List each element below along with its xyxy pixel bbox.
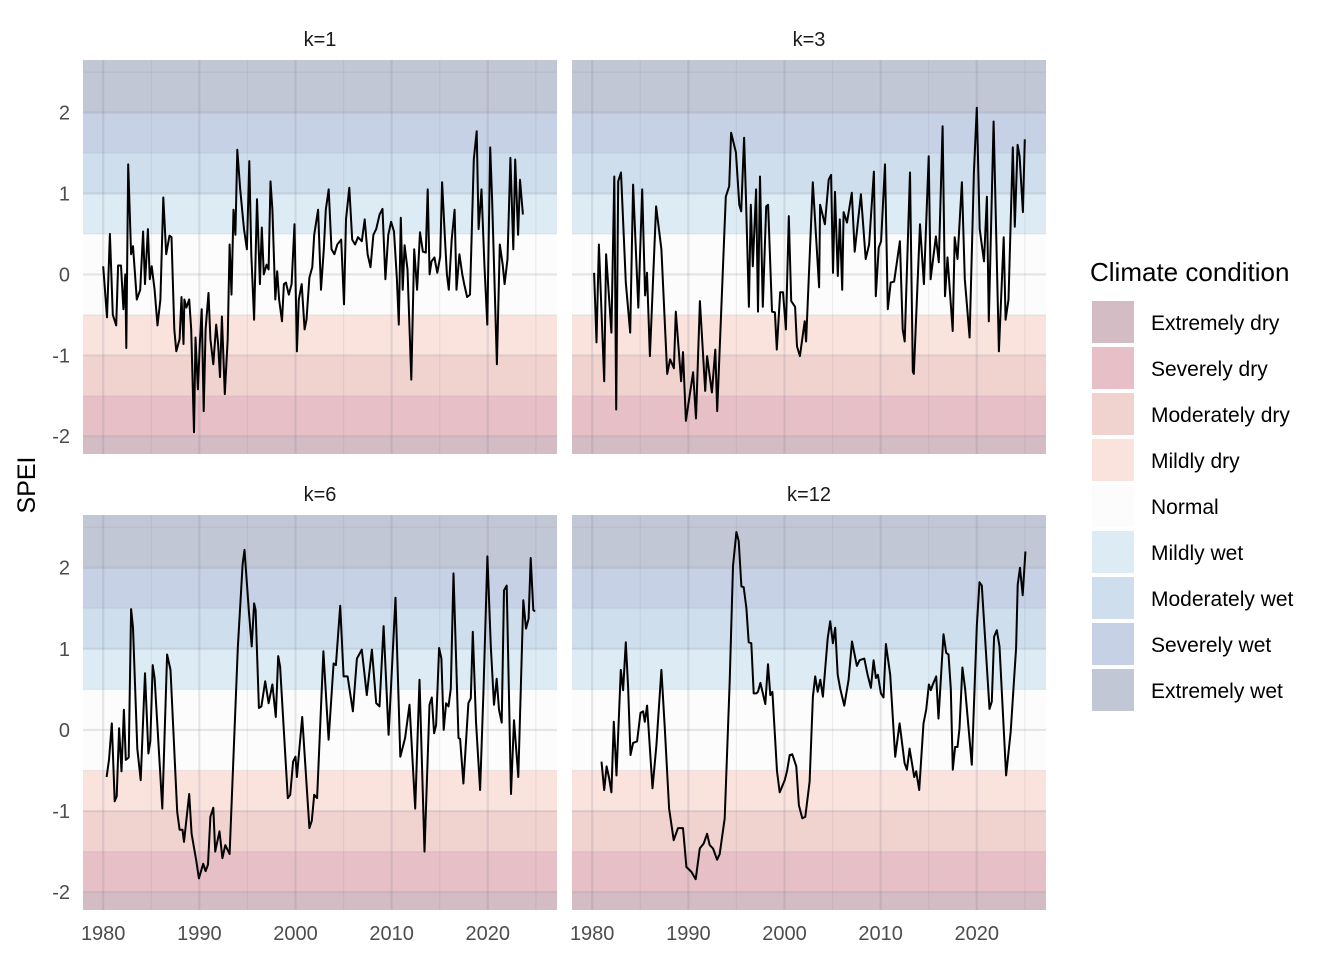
legend-item: Severely dry [1092, 347, 1268, 389]
legend-item: Moderately dry [1092, 393, 1290, 435]
y-tick-label: 1 [59, 183, 70, 205]
band-mildly-wet [83, 648, 557, 690]
legend: Climate condition Extremely dry Severely … [1090, 257, 1294, 711]
y-tick-label: -1 [52, 801, 70, 823]
panel-title: k=12 [787, 484, 831, 506]
band-mildly-wet [572, 193, 1046, 234]
y-tick-label: 1 [59, 639, 70, 661]
panel-title: k=1 [304, 29, 337, 51]
legend-item: Extremely wet [1092, 669, 1283, 711]
legend-swatch [1092, 393, 1134, 435]
legend-items: Extremely dry Severely dry Moderately dry M… [1092, 301, 1294, 711]
x-tick-label: 2010 [369, 923, 414, 945]
band-severely-wet [572, 567, 1046, 609]
band-extremely-dry [572, 892, 1046, 910]
y-tick-label: 0 [59, 720, 70, 742]
band-severely-wet [572, 112, 1046, 154]
legend-swatch [1092, 485, 1134, 527]
x-tick-label: 1990 [177, 923, 222, 945]
band-moderately-wet [83, 608, 557, 649]
band-moderately-wet [572, 153, 1046, 194]
band-moderately-dry [572, 811, 1046, 852]
band-severely-wet [83, 567, 557, 609]
legend-item: Moderately wet [1092, 577, 1294, 619]
legend-swatch [1092, 669, 1134, 711]
legend-label: Extremely dry [1151, 312, 1280, 335]
panel-k12: k=12 1980 1990 2000 2010 2020 [570, 484, 1046, 945]
band-mildly-dry [83, 770, 557, 812]
band-severely-dry [83, 395, 557, 437]
legend-label: Extremely wet [1151, 680, 1283, 703]
band-extremely-wet [572, 60, 1046, 113]
band-moderately-wet [83, 153, 557, 194]
band-mildly-wet [572, 648, 1046, 690]
legend-swatch [1092, 439, 1134, 481]
legend-label: Mildly dry [1151, 450, 1240, 473]
legend-item: Mildly dry [1092, 439, 1240, 481]
spei-series-line [105, 548, 536, 880]
band-moderately-dry [83, 811, 557, 852]
legend-label: Moderately wet [1151, 588, 1294, 611]
legend-label: Normal [1151, 496, 1219, 519]
band-severely-wet [83, 112, 557, 154]
band-extremely-dry [572, 436, 1046, 454]
band-moderately-wet [572, 608, 1046, 649]
y-tick-label: -2 [52, 426, 70, 448]
y-tick-label: 2 [59, 103, 70, 125]
y-tick-label: -1 [52, 345, 70, 367]
y-tick-label: 2 [59, 558, 70, 580]
band-moderately-dry [83, 355, 557, 396]
legend-label: Severely dry [1151, 358, 1268, 381]
legend-swatch [1092, 301, 1134, 343]
panel-k1: k=1 -2 -1 0 1 2 [52, 29, 557, 454]
x-tick-label: 2020 [466, 923, 511, 945]
facet-panels: k=1 -2 -1 0 1 2 k=3 k=6 -2 -1 0 1 2 1980 1990 2000 2010 2… [52, 29, 1046, 945]
band-severely-dry [83, 851, 557, 893]
panel-title: k=3 [793, 29, 826, 51]
legend-item: Severely wet [1092, 623, 1271, 665]
y-axis-label: SPEI [13, 457, 41, 514]
band-severely-dry [572, 395, 1046, 437]
x-tick-label: 2000 [273, 923, 318, 945]
spei-series-line [102, 130, 524, 434]
legend-item: Mildly wet [1092, 531, 1243, 573]
legend-swatch [1092, 623, 1134, 665]
band-mildly-dry [83, 314, 557, 356]
legend-swatch [1092, 577, 1134, 619]
x-tick-label: 1990 [666, 923, 711, 945]
spei-series-line [593, 106, 1026, 422]
legend-item: Normal [1092, 485, 1219, 527]
panel-title: k=6 [304, 484, 337, 506]
band-extremely-dry [83, 436, 557, 454]
panel-k6: k=6 -2 -1 0 1 2 1980 1990 2000 2010 2020 [52, 484, 557, 945]
x-tick-label: 2000 [762, 923, 807, 945]
y-tick-label: -2 [52, 882, 70, 904]
panel-k3: k=3 [572, 29, 1046, 454]
x-tick-label: 1980 [570, 923, 615, 945]
legend-swatch [1092, 531, 1134, 573]
legend-title: Climate condition [1090, 257, 1289, 287]
legend-item: Extremely dry [1092, 301, 1280, 343]
legend-label: Severely wet [1151, 634, 1271, 657]
band-extremely-wet [83, 515, 557, 568]
spei-series-line [600, 531, 1027, 881]
x-tick-label: 2020 [955, 923, 1000, 945]
x-tick-label: 1980 [81, 923, 126, 945]
band-extremely-dry [83, 892, 557, 910]
band-severely-dry [572, 851, 1046, 893]
band-extremely-wet [83, 60, 557, 113]
y-tick-label: 0 [59, 264, 70, 286]
band-moderately-dry [572, 355, 1046, 396]
band-mildly-wet [83, 193, 557, 234]
legend-label: Mildly wet [1151, 542, 1243, 565]
band-mildly-dry [572, 314, 1046, 356]
x-tick-label: 2010 [858, 923, 903, 945]
legend-label: Moderately dry [1151, 404, 1290, 427]
legend-swatch [1092, 347, 1134, 389]
band-extremely-wet [572, 515, 1046, 568]
